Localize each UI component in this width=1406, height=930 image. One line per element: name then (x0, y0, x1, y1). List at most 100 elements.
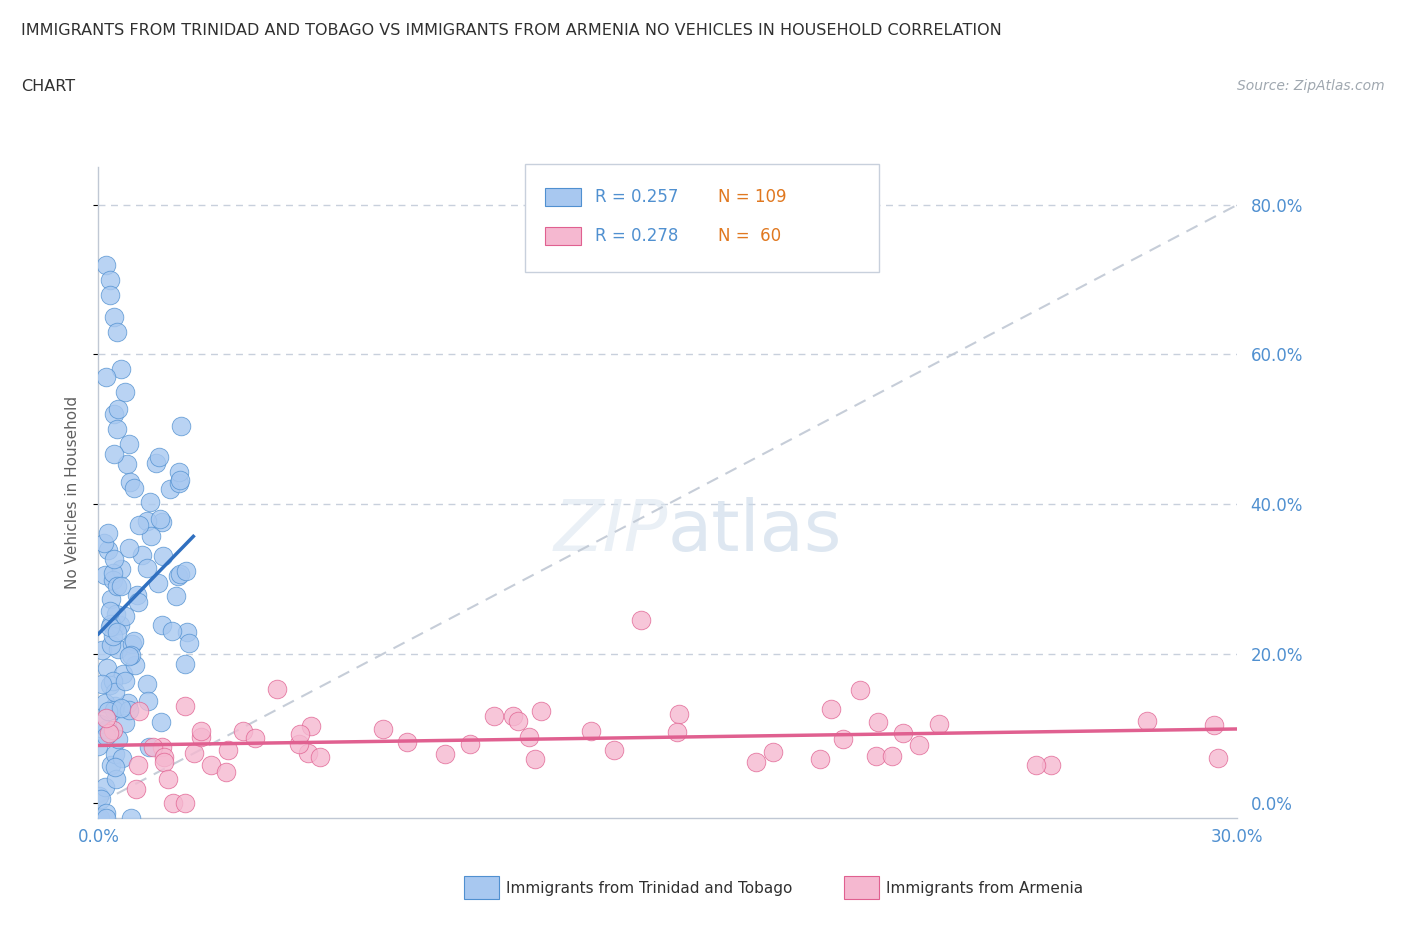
Point (120, 475, 142, 490)
Point (603, 742, 626, 757)
Point (103, 565, 125, 580)
Point (139, 528, 162, 543)
Point (111, 667, 134, 682)
Point (169, 566, 191, 581)
Point (908, 737, 931, 752)
Point (107, 731, 129, 746)
Point (103, 407, 125, 422)
Point (232, 724, 254, 738)
Point (928, 716, 950, 731)
Point (103, 551, 125, 566)
Point (1039, 758, 1062, 773)
Point (97, 704, 120, 719)
Point (100, 638, 122, 653)
Point (167, 568, 190, 583)
Point (215, 764, 238, 779)
Point (135, 676, 157, 691)
Point (135, 561, 157, 576)
Text: IMMIGRANTS FROM TRINIDAD AND TOBAGO VS IMMIGRANTS FROM ARMENIA NO VEHICLES IN HO: IMMIGRANTS FROM TRINIDAD AND TOBAGO VS I… (21, 23, 1002, 38)
Point (136, 513, 159, 528)
Point (523, 751, 546, 766)
Point (152, 549, 174, 564)
Point (94, 369, 117, 384)
Point (101, 573, 124, 588)
Point (665, 724, 688, 739)
Point (138, 495, 160, 510)
Point (103, 310, 125, 325)
Point (579, 724, 602, 738)
Point (502, 709, 524, 724)
Text: Source: ZipAtlas.com: Source: ZipAtlas.com (1237, 79, 1385, 93)
Point (297, 745, 319, 760)
Point (89, 811, 111, 826)
Point (630, 613, 652, 628)
Point (107, 325, 129, 339)
Point (288, 737, 311, 751)
Point (170, 419, 193, 434)
Point (288, 727, 311, 742)
Point (243, 730, 266, 745)
Point (90, 791, 112, 806)
Point (110, 578, 132, 593)
Point (153, 754, 176, 769)
Point (148, 449, 170, 464)
Text: N = 109: N = 109 (718, 188, 786, 206)
Point (103, 446, 125, 461)
Point (174, 796, 197, 811)
Point (150, 618, 173, 633)
Point (373, 722, 395, 737)
Point (127, 588, 149, 603)
Point (128, 517, 150, 532)
Point (91, 676, 114, 691)
Point (668, 707, 690, 722)
Point (107, 578, 129, 593)
Point (114, 384, 136, 399)
Point (190, 730, 212, 745)
Text: CHART: CHART (21, 79, 75, 94)
Point (104, 747, 127, 762)
Point (866, 714, 889, 729)
Point (150, 715, 173, 730)
Point (458, 737, 481, 751)
Point (167, 464, 190, 479)
Point (162, 796, 184, 811)
Point (118, 540, 141, 555)
Point (146, 575, 169, 590)
Point (110, 562, 132, 577)
Text: Immigrants from Armenia: Immigrants from Armenia (886, 881, 1083, 896)
Point (517, 729, 540, 744)
Point (91, 642, 114, 657)
Point (107, 422, 129, 437)
Point (1025, 758, 1047, 773)
Point (174, 564, 197, 578)
Point (157, 771, 180, 786)
Point (820, 701, 842, 716)
Point (101, 673, 124, 688)
Point (309, 750, 332, 764)
FancyBboxPatch shape (526, 165, 879, 272)
Point (120, 811, 142, 826)
Point (434, 747, 457, 762)
Point (882, 749, 904, 764)
Point (162, 623, 184, 638)
Point (104, 760, 127, 775)
Point (107, 642, 129, 657)
Point (93, 696, 115, 711)
Point (762, 745, 785, 760)
Point (152, 749, 174, 764)
Point (104, 698, 127, 713)
Point (179, 636, 201, 651)
Point (94, 711, 117, 725)
Point (169, 472, 191, 487)
Point (89, 716, 111, 731)
Text: ZIP: ZIP (554, 498, 668, 566)
Y-axis label: No Vehicles in Household: No Vehicles in Household (65, 396, 80, 590)
Point (98, 677, 121, 692)
Point (101, 722, 124, 737)
Point (217, 743, 239, 758)
Point (114, 673, 136, 688)
Point (118, 437, 141, 452)
Point (114, 715, 136, 730)
Point (96, 722, 118, 737)
Point (108, 618, 131, 632)
